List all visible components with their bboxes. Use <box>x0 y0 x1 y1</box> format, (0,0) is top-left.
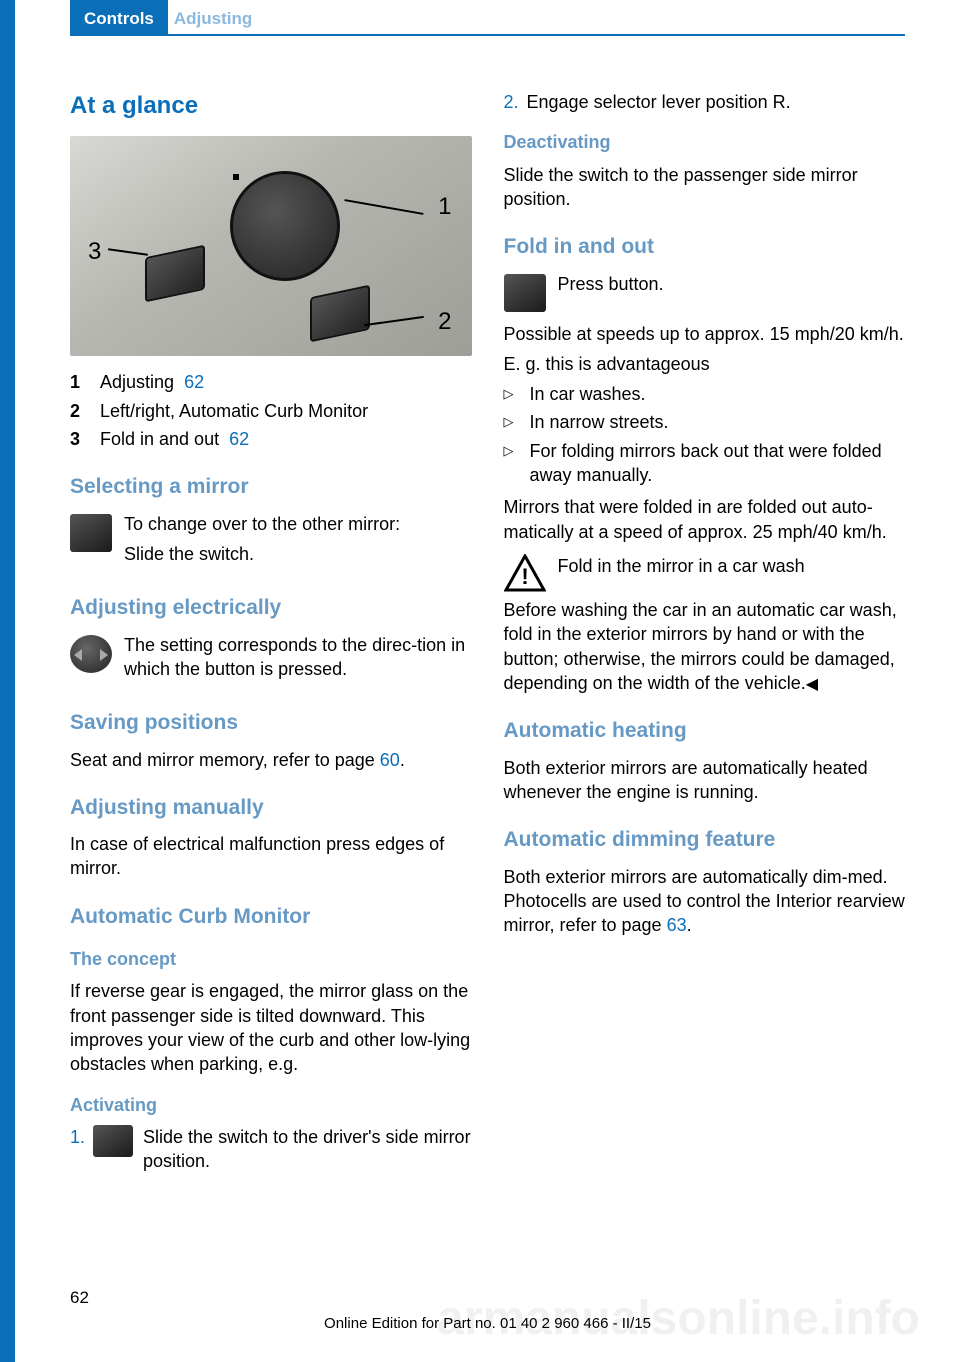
header-tab-controls: Controls <box>70 0 168 36</box>
fold-auto-out-text: Mirrors that were folded in are folded o… <box>504 495 906 544</box>
step1-text: Slide the switch to the driver's side mi… <box>143 1125 471 1174</box>
header-tab-adjusting: Adjusting <box>168 0 266 36</box>
heading-activating: Activating <box>70 1093 472 1117</box>
legend-num: 1 <box>70 370 84 394</box>
heading-automatic-dimming: Automatic dimming feature <box>504 826 906 854</box>
auto-dimming-text: Both exterior mirrors are automatically … <box>504 867 905 936</box>
concept-text: If reverse gear is engaged, the mirror g… <box>70 979 472 1076</box>
legend-num: 3 <box>70 427 84 451</box>
step-number: 2. <box>504 90 519 114</box>
fold-eg-text: E. g. this is advantageous <box>504 352 906 376</box>
heading-automatic-curb-monitor: Automatic Curb Monitor <box>70 903 472 931</box>
selecting-mirror-line1: To change over to the other mirror: <box>124 512 472 536</box>
legend-row-1: 1 Adjusting 62 <box>70 370 472 394</box>
period: . <box>400 750 405 770</box>
directional-button-icon <box>70 635 112 673</box>
bullet-marker-icon: ▷ <box>504 410 518 434</box>
callout-line-1 <box>344 199 423 214</box>
page-footer: 62 Online Edition for Part no. 01 40 2 9… <box>70 1287 905 1334</box>
right-column: 2. Engage selector lever position R. Dea… <box>504 66 906 1181</box>
figure-button-3-icon <box>145 245 205 303</box>
callout-1: 1 <box>438 191 451 223</box>
heading-at-a-glance: At a glance <box>70 90 472 122</box>
switch-icon <box>93 1125 133 1157</box>
selecting-mirror-line2: Slide the switch. <box>124 542 472 566</box>
end-marker-icon: ◀ <box>806 674 818 696</box>
callout-line-2 <box>364 316 424 326</box>
auto-heating-text: Both exterior mirrors are automatically … <box>504 756 906 805</box>
page-link[interactable]: 62 <box>184 372 204 392</box>
figure-button-2-icon <box>310 285 370 343</box>
left-column: At a glance 1 2 3 1 Adjusting 62 2 Left/… <box>70 66 472 1181</box>
legend-text: Adjusting <box>100 372 174 392</box>
warning-icon: ! <box>504 554 546 592</box>
warning-title: Fold in the mirror in a car wash <box>558 554 906 578</box>
fold-possible-text: Possible at speeds up to approx. 15 mph/… <box>504 322 906 346</box>
switch-icon <box>70 514 112 552</box>
footer-edition-text: Online Edition for Part no. 01 40 2 960 … <box>70 1314 905 1334</box>
heading-deactivating: Deactivating <box>504 130 906 154</box>
heading-adjusting-electrically: Adjusting electrically <box>70 594 472 622</box>
legend-row-3: 3 Fold in and out 62 <box>70 427 472 451</box>
callout-3: 3 <box>88 236 101 268</box>
page-link[interactable]: 62 <box>229 429 249 449</box>
mirror-control-figure: 1 2 3 <box>70 136 472 356</box>
bullet-text: In narrow streets. <box>530 410 906 434</box>
legend-text: Fold in and out <box>100 429 219 449</box>
heading-saving-positions: Saving positions <box>70 709 472 737</box>
legend-num: 2 <box>70 399 84 423</box>
page-number: 62 <box>70 1287 905 1310</box>
heading-fold-in-out: Fold in and out <box>504 233 906 261</box>
header-rule <box>266 0 905 36</box>
bullet-text: For folding mirrors back out that were f… <box>530 439 906 488</box>
period: . <box>687 915 692 935</box>
heading-adjusting-manually: Adjusting manually <box>70 794 472 822</box>
bullet-text: In car washes. <box>530 382 906 406</box>
step-number: 1. <box>70 1125 85 1149</box>
press-button-text: Press button. <box>558 272 906 296</box>
bullet-marker-icon: ▷ <box>504 382 518 406</box>
warning-text: Before washing the car in an automatic c… <box>504 600 897 693</box>
saving-positions-text: Seat and mirror memory, refer to page <box>70 750 380 770</box>
page-header: Controls Adjusting <box>70 0 905 36</box>
adjusting-manually-text: In case of electrical malfunction press … <box>70 832 472 881</box>
callout-2: 2 <box>438 306 451 338</box>
legend-row-2: 2 Left/right, Automatic Curb Monitor <box>70 399 472 423</box>
deactivating-text: Slide the switch to the passenger side m… <box>504 163 906 212</box>
adjusting-electrically-text: The setting corresponds to the direc‐tio… <box>124 633 472 682</box>
legend-text: Left/right, Automatic Curb Monitor <box>100 399 472 423</box>
page-link[interactable]: 60 <box>380 750 400 770</box>
svg-text:!: ! <box>521 564 528 589</box>
step2-text: Engage selector lever position R. <box>527 90 791 114</box>
page-link[interactable]: 63 <box>667 915 687 935</box>
heading-the-concept: The concept <box>70 947 472 971</box>
fold-button-icon <box>504 274 546 312</box>
figure-dial-icon <box>230 171 340 281</box>
callout-line-3 <box>108 249 148 256</box>
heading-selecting-mirror: Selecting a mirror <box>70 473 472 501</box>
bullet-marker-icon: ▷ <box>504 439 518 488</box>
heading-automatic-heating: Automatic heating <box>504 717 906 745</box>
